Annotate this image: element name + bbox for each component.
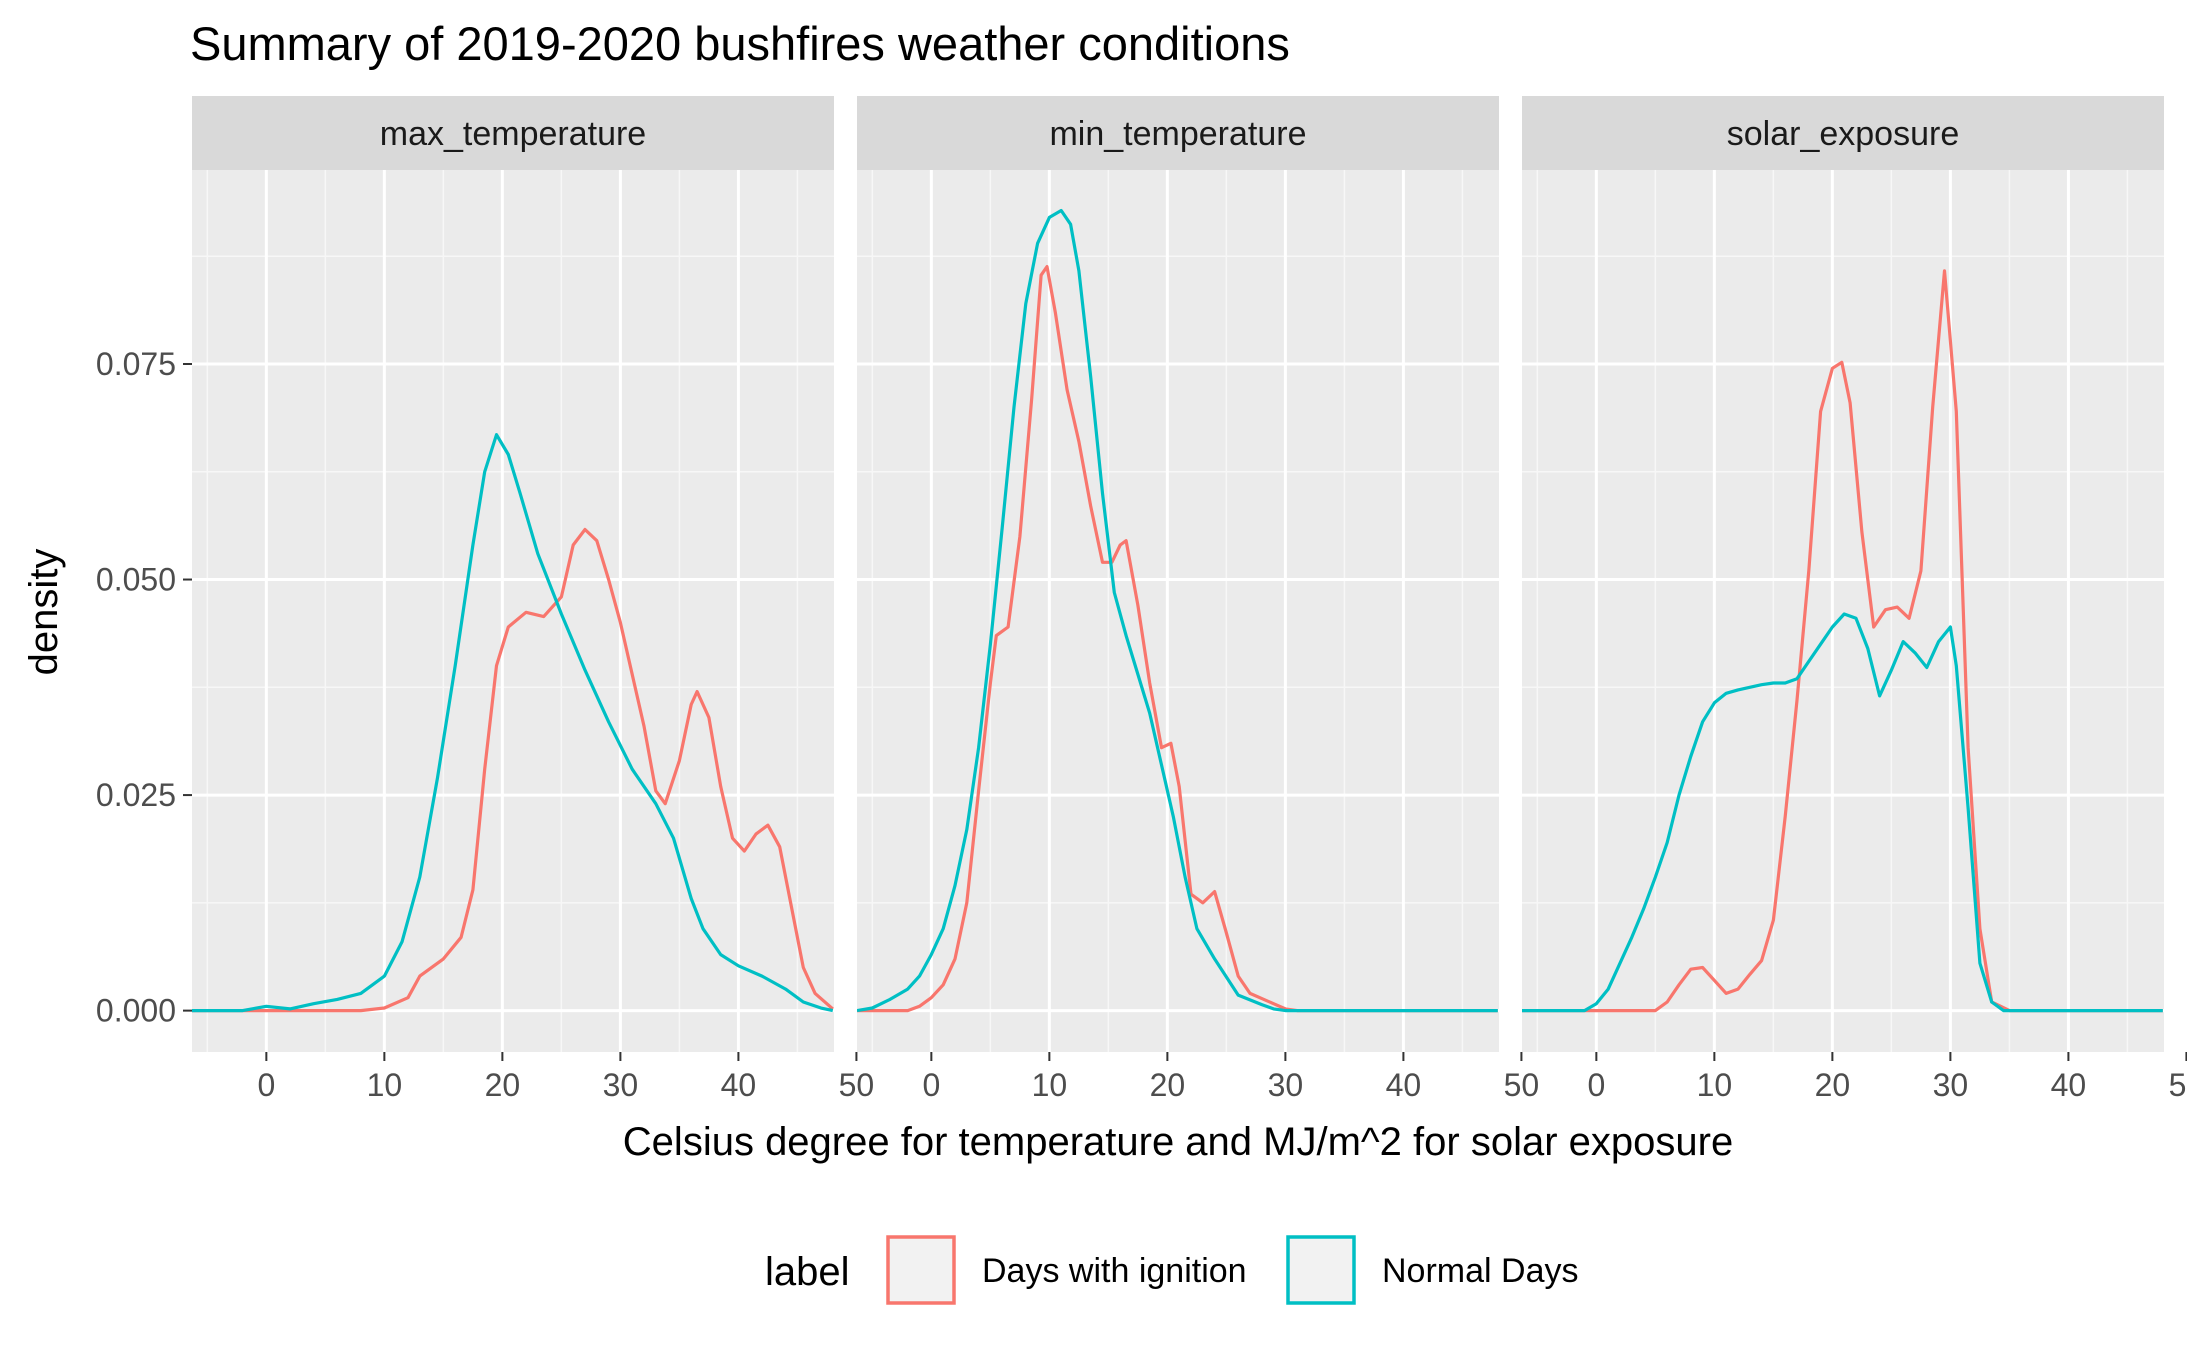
facet-strip [857, 96, 1499, 170]
legend-entries: Days with ignition Normal Days [886, 1235, 1578, 1305]
y-axis: 0.000 0.025 0.050 0.075 [96, 346, 192, 1029]
series-lines [192, 433, 834, 1013]
chart-title: Summary of 2019-2020 bushfires weather c… [190, 17, 1290, 70]
facet-strip [192, 96, 834, 170]
x-tick-label: 10 [1697, 1067, 1733, 1103]
density-line-days-with-ignition [857, 265, 1498, 1013]
y-tick-label: 0.000 [96, 993, 176, 1029]
facet-strip [1522, 96, 2164, 170]
x-tick-label: 40 [721, 1067, 757, 1103]
x-tick-label: 50 [2169, 1067, 2187, 1103]
legend-entry-normal-days: Normal Days [1286, 1235, 1578, 1305]
legend-entry-days-with-ignition: Days with ignition [886, 1235, 1247, 1305]
x-axis-max_temperature: 0 10 20 30 40 50 [257, 1052, 874, 1103]
legend-label: Normal Days [1382, 1252, 1578, 1290]
density-line-days-with-ignition [192, 527, 834, 1013]
x-tick-label: 20 [485, 1067, 521, 1103]
x-tick-label: 30 [1268, 1067, 1304, 1103]
y-tick-label: 0.025 [96, 777, 176, 813]
legend-label: Days with ignition [982, 1252, 1247, 1290]
facet-panel-max_temperature: max_temperature 0 10 20 30 40 50 [192, 96, 874, 1103]
y-axis-label: density [22, 549, 66, 676]
x-tick-label: 50 [1504, 1067, 1540, 1103]
x-tick-label: 30 [603, 1067, 639, 1103]
panel-background [192, 170, 834, 1052]
density-line-normal-days [1522, 612, 2163, 1013]
x-tick-label: 0 [257, 1067, 275, 1103]
panel-background [1522, 170, 2164, 1052]
x-tick-label: 20 [1815, 1067, 1851, 1103]
density-line-days-with-ignition [1522, 269, 2163, 1013]
facet-strip-label: min_temperature [1049, 115, 1306, 153]
x-tick-label: 10 [1032, 1067, 1068, 1103]
x-axis-min_temperature: 0 10 20 30 40 50 [922, 1052, 1539, 1103]
panel-background [857, 170, 1499, 1052]
facet-panel-min_temperature: min_temperature 0 10 20 30 40 50 [857, 96, 1539, 1103]
x-axis-solar_exposure: 0 10 20 30 40 50 [1587, 1052, 2187, 1103]
x-tick-label: 40 [1386, 1067, 1422, 1103]
density-line-normal-days [857, 208, 1498, 1013]
legend: label Days with ignition Normal Days [765, 1235, 1578, 1305]
facet-strip-label: max_temperature [380, 115, 646, 153]
facet-strip-label: solar_exposure [1727, 115, 1959, 153]
series-lines [1522, 269, 2163, 1013]
series-lines [857, 208, 1498, 1013]
x-tick-label: 30 [1933, 1067, 1969, 1103]
legend-title: label [765, 1250, 850, 1294]
y-tick-label: 0.075 [96, 346, 176, 382]
legend-key [886, 1235, 956, 1305]
legend-key [1286, 1235, 1356, 1305]
x-axis-label: Celsius degree for temperature and MJ/m^… [623, 1120, 1733, 1164]
density-line-normal-days [192, 433, 834, 1013]
x-tick-label: 50 [839, 1067, 875, 1103]
x-tick-label: 20 [1150, 1067, 1186, 1103]
y-tick-label: 0.050 [96, 562, 176, 598]
x-tick-label: 0 [922, 1067, 940, 1103]
x-tick-label: 40 [2051, 1067, 2087, 1103]
facet-panel-solar_exposure: solar_exposure 0 10 20 30 40 50 [1522, 96, 2187, 1103]
x-tick-label: 10 [367, 1067, 403, 1103]
x-tick-label: 0 [1587, 1067, 1605, 1103]
